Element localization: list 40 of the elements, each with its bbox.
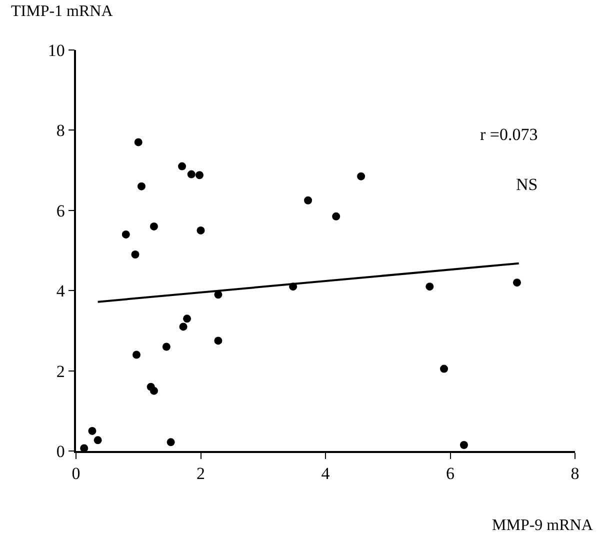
point (214, 336, 222, 345)
point (196, 226, 205, 234)
point (131, 250, 140, 259)
x-tick-label: 4 (321, 464, 330, 484)
x-tick-label: 6 (446, 464, 454, 484)
point (88, 426, 96, 435)
point (426, 282, 434, 291)
point (196, 171, 204, 180)
point (187, 170, 196, 178)
point (122, 230, 130, 238)
point (134, 138, 142, 146)
point (166, 438, 175, 446)
point (440, 364, 448, 373)
point (178, 162, 186, 170)
point (179, 322, 188, 331)
y-tick-label: 4 (56, 282, 66, 301)
x-tick-label: 0 (72, 464, 80, 484)
point (460, 440, 468, 449)
point (183, 314, 192, 323)
point (304, 196, 312, 204)
point (137, 182, 146, 190)
point (332, 212, 340, 220)
x-axis-title: MMP-9 mRNA (492, 517, 594, 534)
y-tick-label: 2 (56, 362, 65, 381)
point (150, 222, 158, 230)
x-tick-label: 8 (570, 464, 580, 484)
y-tick-label: 0 (56, 442, 65, 461)
y-tick-label: 6 (56, 201, 65, 220)
x-tick-label: 2 (196, 464, 205, 484)
annotation: r =0.073 (480, 125, 538, 144)
point (150, 386, 158, 395)
point (512, 278, 521, 287)
annotation: NS (516, 175, 538, 194)
y-tick-label: 10 (48, 40, 65, 60)
point (132, 350, 140, 359)
y-tick-label: 8 (56, 121, 65, 140)
y-axis-title: TIMP-1 mRNA (11, 3, 114, 20)
point (162, 342, 170, 351)
point (94, 436, 102, 444)
point (357, 172, 366, 180)
